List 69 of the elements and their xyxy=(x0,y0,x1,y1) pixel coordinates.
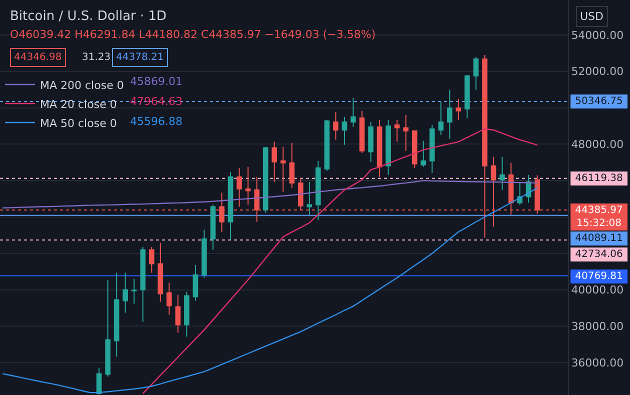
candlestick xyxy=(464,74,470,118)
candlestick xyxy=(386,119,391,176)
y-tick-label: 48000.00 xyxy=(571,138,624,152)
line-series xyxy=(2,180,538,208)
line-series xyxy=(142,128,538,394)
ref-line-label: 50346.75 xyxy=(575,96,623,107)
line-series xyxy=(2,187,538,394)
candlestick xyxy=(394,119,400,142)
candlestick xyxy=(245,166,251,206)
candlestick xyxy=(131,278,137,304)
legend-label: MA 200 close 0 xyxy=(40,78,124,92)
ref-line-label: 42734.06 xyxy=(575,249,623,260)
text: Bitcoin / U.S. Dollar · 1D xyxy=(10,9,167,24)
annotation: 44346.98 xyxy=(14,52,62,63)
candlestick xyxy=(359,110,365,154)
candlestick xyxy=(140,246,146,322)
annotation: 44378.21 xyxy=(116,52,164,63)
candlestick xyxy=(403,114,408,152)
candlestick xyxy=(420,140,426,168)
candlestick xyxy=(306,181,312,216)
candlestick xyxy=(272,141,278,182)
candlestick xyxy=(376,119,382,178)
candlestick xyxy=(289,142,295,188)
candlestick xyxy=(333,111,338,140)
candlestick xyxy=(148,246,154,274)
candlestick xyxy=(342,116,348,146)
text: USD xyxy=(580,10,604,23)
candlestick xyxy=(262,146,268,214)
candlestick xyxy=(166,282,172,316)
legend-label: MA 50 close 0 xyxy=(40,116,117,130)
candlestick xyxy=(114,272,120,358)
legend-label: MA 20 close 0 xyxy=(40,98,117,111)
candlestick xyxy=(192,264,198,302)
candlestick xyxy=(236,167,242,208)
candlestick xyxy=(429,124,435,174)
candlestick xyxy=(105,279,110,378)
ref-line-label: 44089.11 xyxy=(575,233,623,244)
candlestick xyxy=(324,119,330,172)
candlestick xyxy=(202,229,207,278)
ref-line-label: 46119.38 xyxy=(575,173,623,184)
candlestick xyxy=(280,146,286,192)
ref-line-label: 44385.97 15:32:08 xyxy=(575,205,623,229)
candlestick xyxy=(210,204,216,250)
candlestick xyxy=(96,367,102,395)
candlestick xyxy=(350,97,356,128)
candlestick xyxy=(447,89,452,140)
candlestick xyxy=(175,294,181,334)
candlestick xyxy=(500,156,505,190)
candlestick xyxy=(122,272,128,314)
candlestick xyxy=(412,130,418,168)
annotation: 47964.63 xyxy=(130,95,182,108)
y-tick-label: 52000.00 xyxy=(571,65,624,78)
candlestick xyxy=(456,98,462,120)
candlestick xyxy=(158,242,164,302)
candlestick xyxy=(228,171,234,240)
annotation: 31.23 xyxy=(82,52,111,63)
y-tick-label: 40000.00 xyxy=(571,284,624,297)
candlestick xyxy=(473,56,479,90)
candlestick xyxy=(438,101,444,136)
y-tick-label: 36000.00 xyxy=(571,356,624,370)
candlestick xyxy=(368,121,374,162)
y-tick-label: 38000.00 xyxy=(571,320,624,334)
candlestick xyxy=(316,160,321,220)
ref-line-label: 40769.81 xyxy=(575,271,623,282)
annotation: 45869.01 xyxy=(130,75,182,88)
candlestick xyxy=(184,291,190,338)
text: O46039.42 H46291.84 L44180.82 C44385.97 −1649.03 (−3.58%) xyxy=(10,28,376,41)
y-tick-label: 54000.00 xyxy=(571,28,624,42)
annotation: 45596.88 xyxy=(130,115,182,128)
